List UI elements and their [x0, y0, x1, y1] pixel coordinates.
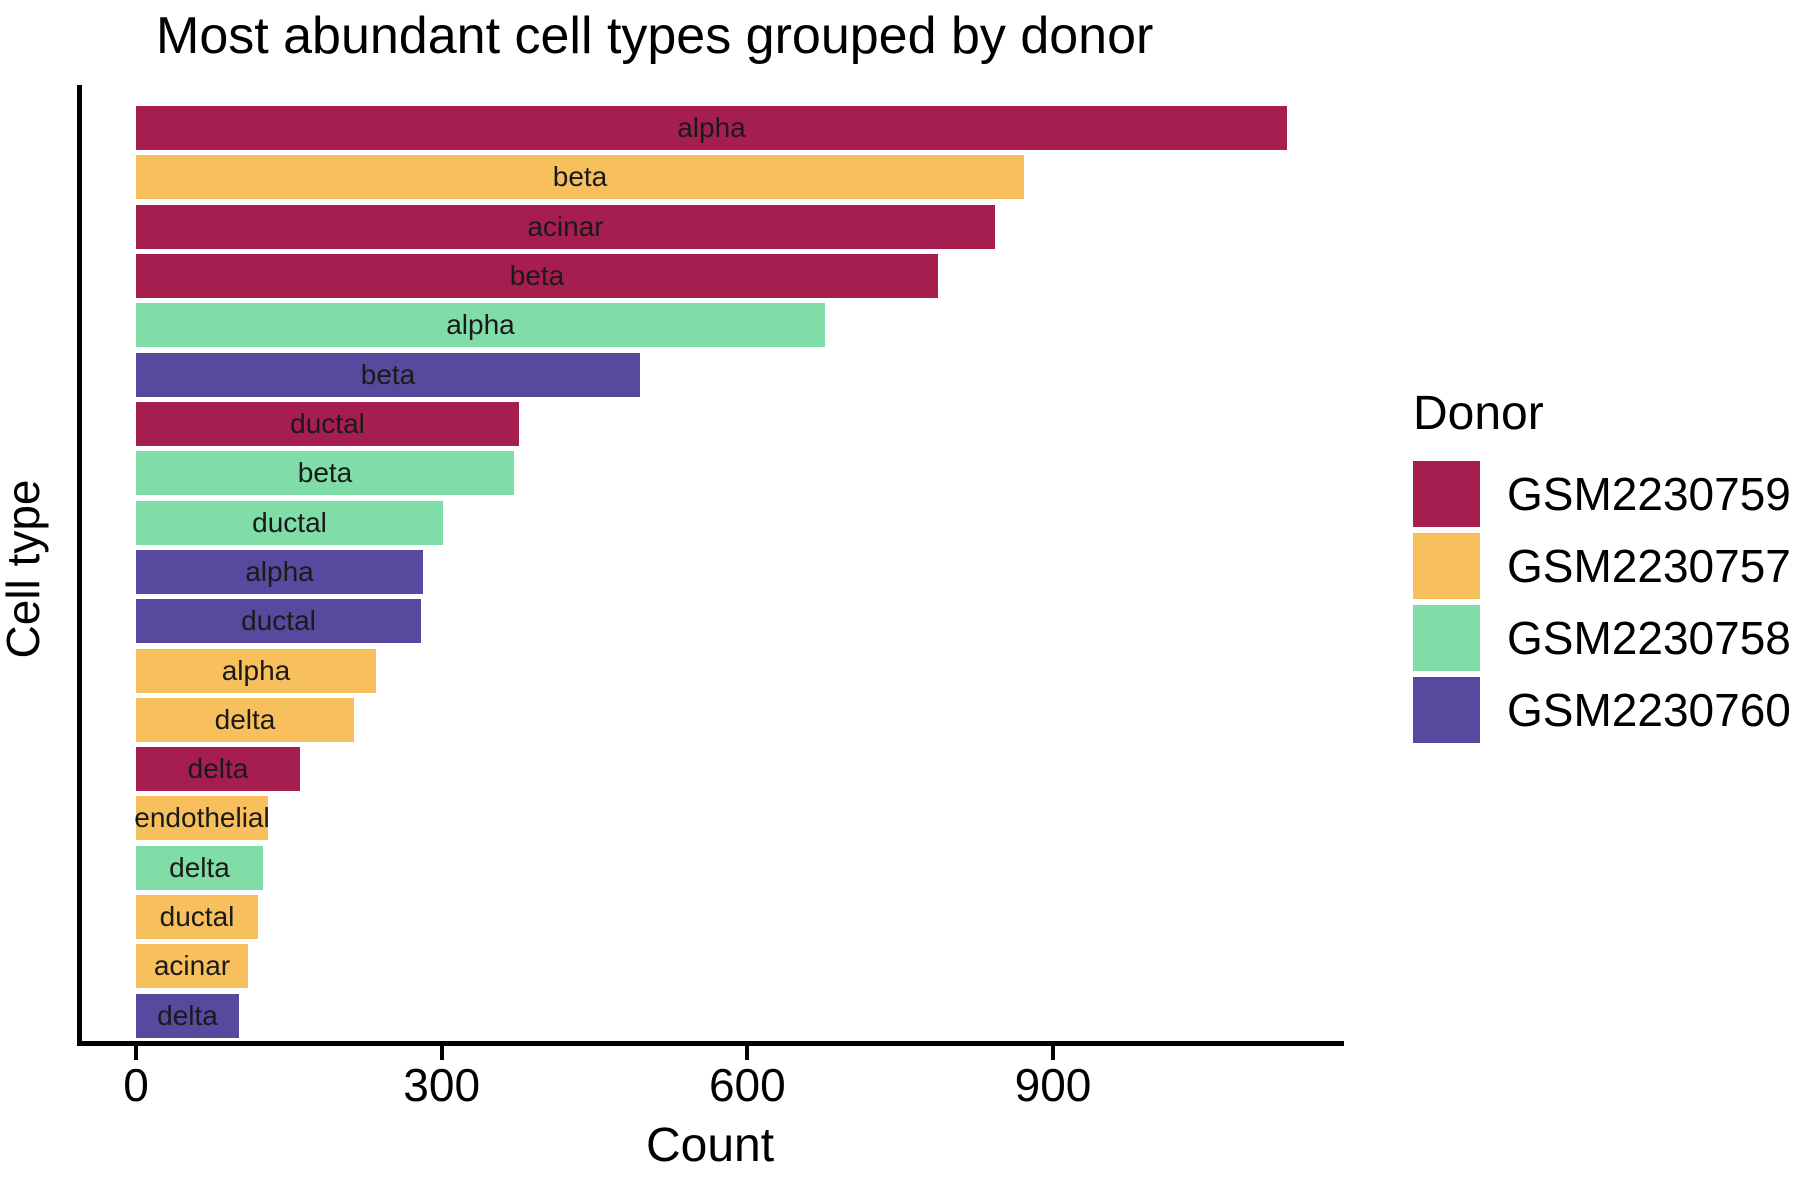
x-tick	[1051, 1046, 1055, 1060]
x-tick	[745, 1046, 750, 1060]
legend-swatch	[1413, 461, 1480, 527]
bar: ductal	[136, 500, 443, 545]
bar-label: alpha	[245, 555, 314, 587]
bar-label: delta	[187, 753, 249, 785]
bar: ductal	[136, 895, 258, 940]
bar-label: acinar	[153, 950, 231, 982]
legend-title: Donor	[1413, 387, 1544, 440]
bar: delta	[136, 697, 354, 742]
legend-swatch	[1413, 677, 1480, 743]
bar: ductal	[136, 599, 421, 644]
bar-label: beta	[297, 457, 353, 489]
x-tick-label: 300	[403, 1059, 481, 1111]
bar-label: beta	[360, 358, 416, 390]
bar-label: alpha	[221, 654, 291, 686]
bar: acinar	[136, 204, 995, 249]
bar: alpha	[136, 549, 423, 594]
x-tick-label: 0	[123, 1059, 149, 1111]
legend-swatch	[1413, 533, 1480, 599]
legend-items-container: GSM2230759 GSM2230757 GSM2230758 GSM2230760	[1413, 461, 1791, 743]
bar-label: delta	[157, 999, 218, 1031]
bar: delta	[136, 845, 263, 890]
bar-label: alpha	[446, 309, 515, 341]
legend-item-label: GSM2230757	[1507, 540, 1791, 592]
x-tick	[439, 1046, 444, 1060]
x-axis-label: Count	[645, 1119, 775, 1172]
legend: Donor GSM2230759 GSM2230757 GSM2230758 GSM2…	[1413, 386, 1791, 749]
bar-label: ductal	[159, 901, 235, 933]
bar-label: acinar	[527, 210, 604, 242]
bar: beta	[136, 155, 1024, 200]
bar: delta	[136, 993, 239, 1038]
bar-label: beta	[509, 259, 565, 291]
bar-label: beta	[552, 161, 608, 193]
legend-item: GSM2230760	[1413, 677, 1791, 743]
y-axis-line	[77, 85, 82, 1046]
bar: alpha	[136, 303, 825, 348]
x-axis-line	[77, 1041, 1344, 1046]
bar-label: ductal	[252, 506, 327, 538]
bar-label: ductal	[290, 407, 365, 439]
bar: endothelial	[134, 796, 270, 841]
bar-label: ductal	[241, 605, 316, 637]
bar: alpha	[136, 648, 376, 693]
chart-title: Most abundant cell types grouped by dono…	[156, 7, 1154, 65]
bar: beta	[136, 352, 640, 397]
bar: delta	[136, 747, 300, 792]
bar: acinar	[136, 944, 248, 989]
x-tick-label: 600	[708, 1059, 786, 1111]
legend-item-label: GSM2230759	[1507, 468, 1791, 520]
y-axis-label: Cell type	[0, 479, 49, 659]
legend-item-label: GSM2230758	[1507, 612, 1791, 664]
legend-item: GSM2230757	[1413, 533, 1791, 599]
bar-label: alpha	[677, 112, 746, 143]
bar-label: endothelial	[134, 802, 270, 834]
legend-item: GSM2230759	[1413, 461, 1791, 527]
bar-label: delta	[169, 851, 230, 883]
bar: beta	[136, 451, 514, 496]
legend-item-label: GSM2230760	[1507, 684, 1791, 736]
bar: ductal	[136, 401, 519, 446]
bar-label: delta	[214, 703, 276, 735]
legend-swatch	[1413, 605, 1480, 671]
x-tick	[134, 1046, 138, 1060]
x-tick-label: 900	[1014, 1059, 1092, 1111]
legend-item: GSM2230758	[1413, 605, 1791, 671]
bar: alpha	[136, 106, 1287, 150]
bar: beta	[136, 253, 938, 298]
